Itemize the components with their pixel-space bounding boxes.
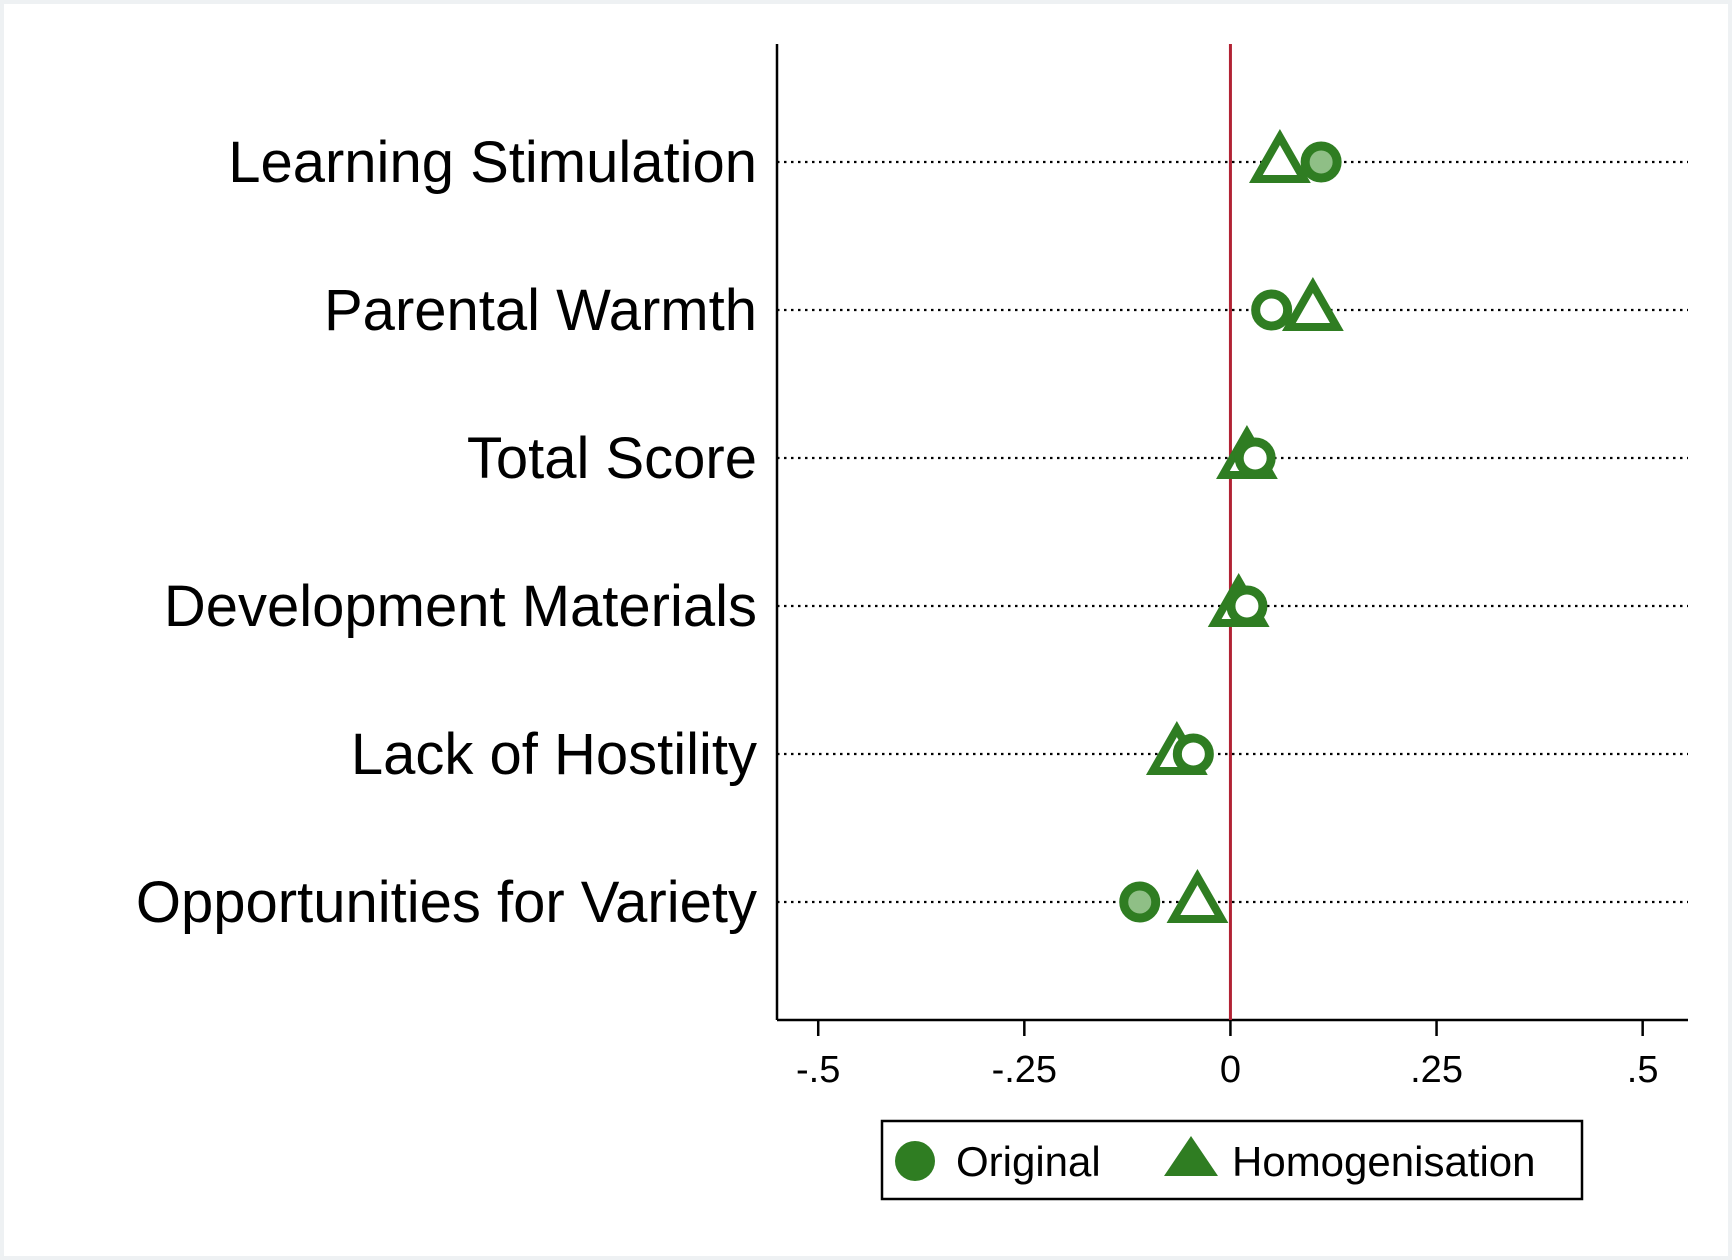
homogenisation-point — [1281, 276, 1344, 331]
original-point — [1119, 881, 1161, 923]
marks-layer — [1119, 128, 1344, 923]
tick-label-layer: -.5 -.25 0 .25 .5 — [796, 1049, 1658, 1091]
x-tick-label: -.25 — [992, 1049, 1057, 1091]
legend-label-homogenisation: Homogenisation — [1232, 1138, 1536, 1185]
category-label: Development Materials — [164, 574, 757, 639]
legend-circle-marker — [895, 1141, 935, 1181]
category-label: Opportunities for Variety — [136, 870, 757, 935]
category-label: Learning Stimulation — [228, 130, 757, 195]
x-tick-label: -.5 — [796, 1049, 840, 1091]
x-tick-label: 0 — [1220, 1049, 1241, 1091]
original-point — [1300, 141, 1342, 183]
original-point — [1172, 733, 1214, 775]
category-label: Parental Warmth — [324, 278, 757, 343]
axis-layer — [775, 44, 1688, 1036]
homogenisation-point — [1249, 128, 1311, 183]
original-point — [1234, 437, 1276, 479]
x-tick-label: .25 — [1410, 1049, 1463, 1091]
homogenisation-point — [1166, 868, 1229, 923]
legend: Original Homogenisation — [880, 1119, 1584, 1201]
legend-label-original: Original — [956, 1138, 1101, 1185]
x-tick-label: .5 — [1627, 1049, 1659, 1091]
legend-box — [880, 1119, 1584, 1201]
original-point — [1251, 289, 1293, 331]
legend-triangle-marker — [1164, 1136, 1218, 1176]
original-point — [1226, 585, 1268, 627]
category-label: Total Score — [467, 426, 757, 491]
chart-background — [4, 4, 1728, 1256]
category-label-layer: Learning Stimulation Parental Warmth Total… — [136, 130, 757, 935]
category-label: Lack of Hostility — [351, 722, 757, 787]
